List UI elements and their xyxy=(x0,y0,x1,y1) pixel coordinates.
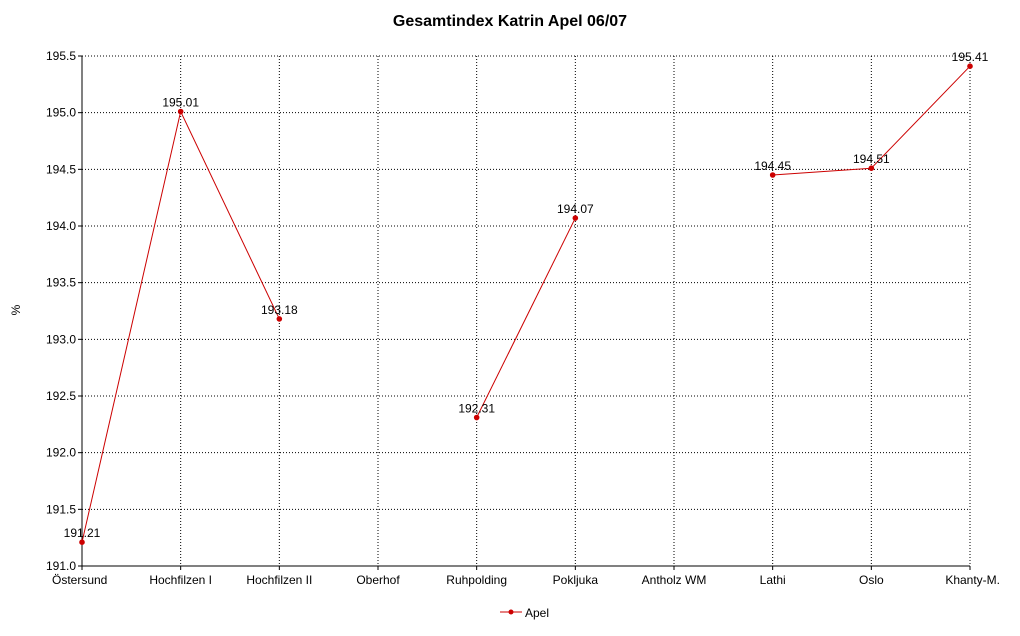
y-tick-label: 192.5 xyxy=(46,389,76,403)
data-point xyxy=(572,215,579,221)
data-point xyxy=(473,414,480,421)
data-label: 195.41 xyxy=(952,50,989,64)
x-tick-label: Pokljuka xyxy=(553,573,599,587)
data-point xyxy=(276,316,283,322)
data-label: 194.45 xyxy=(754,159,791,173)
data-point xyxy=(967,63,973,69)
x-tick-label: Hochfilzen I xyxy=(149,573,212,587)
x-tick-label: Lathi xyxy=(760,573,786,587)
legend: Apel xyxy=(500,606,549,620)
data-label: 194.07 xyxy=(557,202,594,216)
y-tick-label: 194.0 xyxy=(46,219,76,233)
data-label: 191.21 xyxy=(64,526,101,540)
x-tick-label: Östersund xyxy=(52,573,107,587)
grid xyxy=(82,55,971,566)
data-point xyxy=(868,165,875,171)
y-tick-label: 192.0 xyxy=(46,446,76,460)
x-tick-label: Oslo xyxy=(859,573,884,587)
axes: 191.0 191.5 192.0 192.5 193.0 193.5 194.0 194.5… xyxy=(46,49,1000,587)
series-line-segment xyxy=(772,167,872,176)
y-tick-label: 195.0 xyxy=(46,106,76,120)
y-axis-title: % xyxy=(9,304,23,315)
x-tick-label: Antholz WM xyxy=(642,573,707,587)
y-tick-label: 195.5 xyxy=(46,49,76,63)
data-point xyxy=(177,108,184,115)
data-label: 193.18 xyxy=(261,303,298,317)
data-point xyxy=(79,539,85,545)
data-label: 195.01 xyxy=(162,96,199,110)
y-tick-label: 191.5 xyxy=(46,502,76,516)
x-tick-label: Ruhpolding xyxy=(446,573,507,587)
series-layer: 191.21 195.01 193.18 192.31 194.07 194.45 194.… xyxy=(64,50,989,545)
y-tick-label: 193.5 xyxy=(46,276,76,290)
y-tick-label: 191.0 xyxy=(46,559,76,573)
legend-label-apel: Apel xyxy=(525,606,549,620)
legend-marker xyxy=(508,609,514,615)
data-label: 194.51 xyxy=(853,152,890,166)
y-tick-label: 194.5 xyxy=(46,162,76,176)
data-point xyxy=(769,172,776,178)
data-label: 192.31 xyxy=(458,402,495,416)
x-tick-label: Khanty-M. xyxy=(945,573,1000,587)
series-line-segment xyxy=(476,217,576,418)
series-line-segment xyxy=(180,111,280,320)
x-tick-label: Oberhof xyxy=(356,573,400,587)
chart-title: Gesamtindex Katrin Apel 06/07 xyxy=(393,13,627,30)
y-tick-label: 193.0 xyxy=(46,332,76,346)
series-line-segment xyxy=(870,65,971,169)
x-tick-label: Hochfilzen II xyxy=(246,573,312,587)
series-line-segment xyxy=(81,111,182,543)
